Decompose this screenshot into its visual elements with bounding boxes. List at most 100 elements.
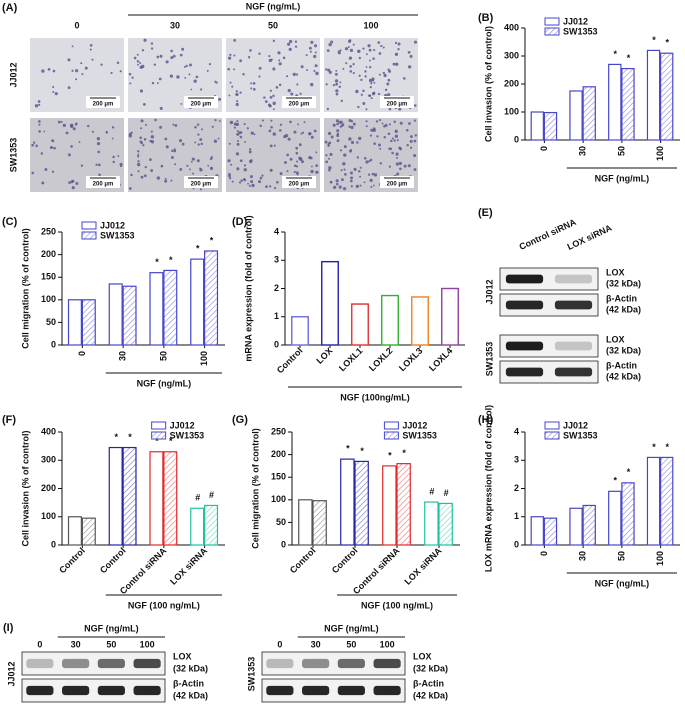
cell-dot: [348, 125, 351, 128]
y-tick-label: 400: [504, 22, 519, 32]
bar: [190, 507, 205, 546]
cell-dot: [409, 139, 413, 143]
lane-label: 0: [277, 639, 282, 649]
cell-dot: [195, 75, 199, 79]
cell-dot: [369, 85, 372, 89]
bar: [122, 285, 137, 346]
cell-dot: [142, 144, 145, 147]
cell-dot: [248, 150, 252, 154]
cell-dot: [348, 56, 353, 60]
cell-dot: [382, 71, 386, 75]
cell-dot: [325, 83, 328, 86]
row-label: JJ012: [484, 279, 494, 304]
cell-dot: [308, 46, 312, 50]
bar: [291, 316, 309, 346]
cell-dot: [128, 134, 132, 138]
cell-dot: [269, 144, 273, 148]
y-axis-label: Cell migration (% of control): [20, 228, 30, 349]
cell-dot: [110, 71, 113, 75]
cell-dot: [279, 123, 283, 126]
band: [505, 300, 544, 310]
band-name: LOX: [413, 651, 432, 661]
column-label: 50: [268, 20, 278, 30]
y-tick-label: 0: [514, 539, 519, 549]
cell-dot: [150, 135, 154, 139]
cell-dot: [229, 81, 232, 84]
legend-label: JJ012: [563, 16, 588, 26]
cell-dot: [119, 70, 122, 73]
cell-dot: [356, 156, 360, 159]
cell-dot: [159, 54, 163, 58]
cell-dot: [236, 130, 239, 133]
cell-dot: [329, 152, 333, 156]
cell-dot: [112, 155, 115, 159]
cell-dot: [406, 143, 409, 147]
cell-dot: [199, 188, 202, 191]
cell-dot: [365, 53, 368, 56]
cell-dot: [140, 119, 144, 123]
cell-dot: [334, 72, 338, 76]
band: [133, 685, 161, 696]
bar: [660, 456, 674, 546]
y-tick-label: 150: [271, 472, 286, 482]
cell-dot: [370, 185, 373, 189]
cell-dot: [359, 184, 362, 187]
bar: [530, 111, 544, 141]
y-tick-label: 300: [504, 50, 519, 60]
cell-dot: [335, 92, 339, 96]
cell-dot: [334, 79, 339, 83]
cell-dot: [339, 81, 342, 84]
y-tick-label: 100: [41, 511, 56, 521]
y-tick-label: 50: [276, 517, 286, 527]
y-tick-label: 250: [271, 426, 286, 436]
cell-dot: [235, 102, 239, 107]
cell-dot: [382, 46, 385, 49]
bar: [582, 504, 596, 546]
cell-dot: [369, 59, 371, 62]
cell-dot: [173, 149, 177, 153]
cell-dot: [65, 131, 69, 135]
cell-dot: [339, 149, 343, 152]
cell-dot: [373, 173, 378, 177]
cell-dot: [69, 123, 74, 127]
cell-dot: [339, 120, 343, 124]
x-axis-label: NGF (ng/mL): [595, 173, 650, 183]
band: [97, 685, 125, 696]
bar: [163, 451, 178, 546]
cell-dot: [355, 89, 359, 94]
cell-dot: [372, 79, 375, 82]
scale-box: [86, 176, 120, 188]
cell-dot: [97, 163, 101, 167]
cell-dot: [158, 77, 162, 81]
cell-dot: [236, 120, 239, 123]
cell-dot: [185, 64, 188, 68]
significance-mark: #: [444, 488, 449, 498]
cell-dot: [380, 44, 383, 48]
cell-dot: [332, 83, 336, 87]
cell-dot: [86, 124, 90, 128]
cell-dot: [248, 184, 251, 187]
cell-dot: [357, 49, 361, 53]
row-label: JJ012: [6, 661, 16, 686]
significance-mark: *: [402, 448, 406, 458]
cell-dot: [139, 89, 144, 93]
bar: [646, 49, 661, 141]
y-tick-label: 3: [274, 255, 279, 265]
cell-dot: [239, 159, 243, 163]
cell-dot: [390, 139, 393, 143]
cell-dot: [347, 45, 350, 48]
cell-dot: [191, 157, 195, 161]
cell-dot: [399, 121, 403, 125]
cell-dot: [352, 62, 355, 66]
cell-dot: [52, 91, 55, 94]
cell-dot: [338, 185, 342, 189]
cell-dot: [239, 59, 243, 63]
cell-dot: [335, 70, 338, 72]
row-label: SW1353: [246, 657, 256, 692]
cell-dot: [315, 71, 319, 76]
cell-dot: [407, 164, 411, 168]
cell-dot: [352, 43, 355, 46]
cell-dot: [393, 120, 396, 124]
cell-dot: [327, 144, 330, 147]
cell-dot: [284, 161, 287, 164]
